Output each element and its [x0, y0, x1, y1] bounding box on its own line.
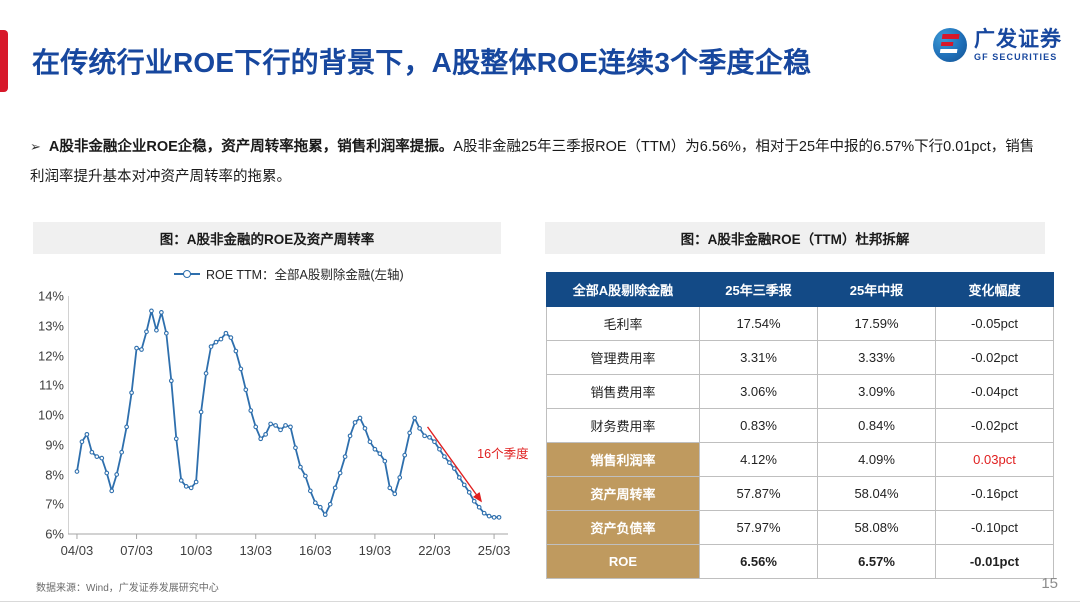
- chart-plot-area: [68, 296, 508, 539]
- table-row: 资产周转率 57.87% 58.04% -0.16pct: [546, 476, 1054, 511]
- table-cell-lbl: 管理费用率: [546, 340, 700, 375]
- table-cell-chg: 0.03pct: [935, 442, 1054, 477]
- table-row: ROE 6.56% 6.57% -0.01pct: [546, 544, 1054, 579]
- bullet-body-text: A股非金融25年三季报ROE（TTM）为6.56%，相对于25年中报的6.57%…: [30, 139, 1035, 185]
- table-header-row: 全部A股剔除金融 25年三季报 25年中报 变化幅度: [546, 272, 1054, 307]
- table-cell-q3: 57.87%: [699, 476, 818, 511]
- table-cell-q3: 4.12%: [699, 442, 818, 477]
- table-cell-lbl: 资产周转率: [546, 476, 700, 511]
- y-tick-label: 9%: [45, 437, 64, 453]
- chart-annotation: 16个季度: [477, 447, 529, 462]
- table-cell-chg: -0.01pct: [935, 544, 1054, 579]
- table-row: 毛利率 17.54% 17.59% -0.05pct: [546, 306, 1054, 341]
- x-tick-label: 25/03: [477, 543, 511, 558]
- bullet-bold-text: A股非金融企业ROE企稳，资产周转率拖累，销售利润率提振。: [48, 139, 454, 155]
- table-col-header-0: 全部A股剔除金融: [546, 272, 700, 307]
- table-cell-h1: 17.59%: [817, 306, 936, 341]
- table-body: 毛利率 17.54% 17.59% -0.05pct 管理费用率 3.31% 3.33% -0…: [546, 306, 1054, 579]
- table-cell-lbl: 资产负债率: [546, 510, 700, 545]
- table-row: 销售费用率 3.06% 3.09% -0.04pct: [546, 374, 1054, 409]
- table-cell-h1: 4.09%: [817, 442, 936, 477]
- table-cell-q3: 17.54%: [699, 306, 818, 341]
- table-cell-h1: 58.08%: [817, 510, 936, 545]
- x-tick-label: 07/03: [120, 543, 153, 558]
- table-col-header-2: 25年中报: [817, 272, 936, 307]
- source-note: 数据来源：Wind，广发证券发展研究中心: [36, 583, 219, 594]
- legend-line-marker-icon: [174, 269, 200, 278]
- table-cell-q3: 3.31%: [699, 340, 818, 375]
- title-accent-bar: [0, 30, 8, 92]
- table-cell-chg: -0.05pct: [935, 306, 1054, 341]
- table-cell-h1: 0.84%: [817, 408, 936, 443]
- table-cell-chg: -0.02pct: [935, 408, 1054, 443]
- x-tick-label: 22/03: [418, 543, 451, 558]
- y-tick-label: 11%: [38, 377, 64, 393]
- x-tick-label: 16/03: [299, 543, 332, 558]
- table-row: 资产负债率 57.97% 58.08% -0.10pct: [546, 510, 1054, 545]
- y-tick-label: 10%: [37, 407, 64, 423]
- y-tick-label: 7%: [45, 496, 64, 512]
- footer-divider: [0, 601, 1080, 602]
- x-tick-label: 13/03: [239, 543, 272, 558]
- company-logo: 广发证券 GF SECURITIES: [933, 28, 1062, 62]
- table-cell-chg: -0.10pct: [935, 510, 1054, 545]
- table-col-header-3: 变化幅度: [935, 272, 1054, 307]
- y-tick-label: 6%: [45, 526, 64, 542]
- table-cell-h1: 6.57%: [817, 544, 936, 579]
- table-cell-lbl: ROE: [546, 544, 700, 579]
- table-cell-chg: -0.16pct: [935, 476, 1054, 511]
- table-cell-lbl: 财务费用率: [546, 408, 700, 443]
- table-panel-title: 图：A股非金融ROE（TTM）杜邦拆解: [545, 222, 1045, 254]
- table-row: 销售利润率 4.12% 4.09% 0.03pct: [546, 442, 1054, 477]
- y-tick-label: 14%: [37, 288, 64, 304]
- page-number: 15: [1041, 575, 1058, 592]
- x-tick-label: 04/03: [60, 543, 94, 558]
- y-tick-label: 8%: [45, 467, 64, 482]
- table-col-header-1: 25年三季报: [699, 272, 818, 307]
- logo-text-en: GF SECURITIES: [974, 51, 1058, 62]
- logo-text-cn: 广发证券: [974, 27, 1062, 51]
- table-cell-h1: 58.04%: [817, 476, 936, 511]
- table-cell-h1: 3.33%: [817, 340, 936, 375]
- y-tick-label: 13%: [37, 318, 64, 334]
- x-tick-label: 10/03: [179, 543, 213, 558]
- bullet-arrow-icon: ➢: [30, 139, 41, 154]
- chart-x-axis: 04/03 07/03 10/03 13/03 16/03 19/03 22/03 25/03: [24, 543, 514, 565]
- table-cell-chg: -0.04pct: [935, 374, 1054, 409]
- chart-legend: ROE TTM：全部A股剔除金融(左轴): [174, 264, 404, 283]
- chart-y-axis: 14% 13% 12% 11% 10% 9% 8% 7% 6%: [24, 262, 64, 567]
- table-cell-lbl: 销售利润率: [546, 442, 700, 477]
- roe-line-chart: ROE TTM：全部A股剔除金融(左轴) 14% 13% 12% 11% 10% 9% 8%…: [24, 262, 529, 567]
- table-cell-lbl: 销售费用率: [546, 374, 700, 409]
- body-bullet: ➢ A股非金融企业ROE企稳，资产周转率拖累，销售利润率提振。A股非金融25年三季…: [30, 132, 1045, 192]
- table-cell-lbl: 毛利率: [546, 306, 700, 341]
- page-title: 在传统行业ROE下行的背景下，A股整体ROE连续3个季度企稳: [32, 47, 812, 78]
- legend-label: ROE TTM：全部A股剔除金融(左轴): [206, 268, 404, 282]
- gf-logo-mark-icon: [933, 28, 967, 62]
- table-cell-q3: 57.97%: [699, 510, 818, 545]
- y-tick-label: 12%: [37, 348, 64, 363]
- table-row: 财务费用率 0.83% 0.84% -0.02pct: [546, 408, 1054, 443]
- chart-panel-title: 图：A股非金融的ROE及资产周转率: [33, 222, 501, 254]
- table-cell-q3: 6.56%: [699, 544, 818, 579]
- table-cell-q3: 0.83%: [699, 408, 818, 443]
- table-row: 管理费用率 3.31% 3.33% -0.02pct: [546, 340, 1054, 375]
- dupont-table: 全部A股剔除金融 25年三季报 25年中报 变化幅度 毛利率 17.54% 17.59% -…: [546, 272, 1054, 579]
- x-tick-label: 19/03: [358, 543, 392, 558]
- table-cell-chg: -0.02pct: [935, 340, 1054, 375]
- table-cell-q3: 3.06%: [699, 374, 818, 409]
- table-cell-h1: 3.09%: [817, 374, 936, 409]
